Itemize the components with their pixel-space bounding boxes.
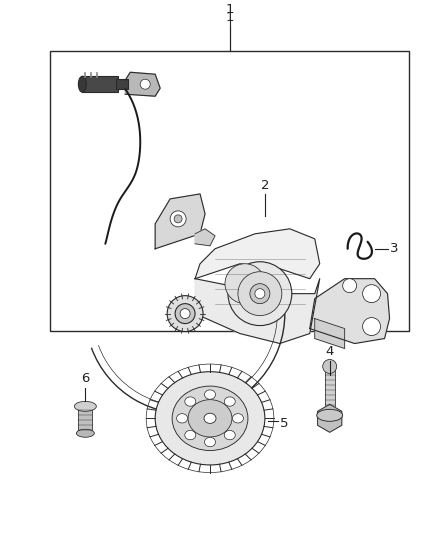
Text: 1: 1	[226, 11, 234, 25]
Ellipse shape	[224, 397, 235, 406]
Polygon shape	[125, 72, 160, 96]
Bar	[82, 76, 118, 92]
Circle shape	[250, 284, 270, 304]
Bar	[78, 406, 92, 433]
Text: 3: 3	[389, 243, 398, 255]
Circle shape	[170, 211, 186, 227]
Polygon shape	[195, 229, 320, 279]
Circle shape	[167, 296, 203, 332]
Polygon shape	[315, 319, 345, 349]
Circle shape	[225, 264, 265, 304]
Polygon shape	[155, 194, 205, 249]
Ellipse shape	[172, 386, 248, 450]
Ellipse shape	[233, 414, 244, 423]
Circle shape	[363, 318, 381, 336]
Circle shape	[180, 309, 190, 319]
Text: 4: 4	[325, 345, 334, 359]
Ellipse shape	[205, 390, 215, 399]
Ellipse shape	[185, 431, 196, 440]
Ellipse shape	[76, 429, 94, 437]
Polygon shape	[195, 229, 215, 246]
Polygon shape	[310, 279, 389, 343]
Ellipse shape	[188, 400, 232, 437]
Text: 5: 5	[280, 417, 288, 430]
Ellipse shape	[78, 76, 86, 92]
Circle shape	[323, 359, 337, 374]
Bar	[325, 368, 335, 408]
Ellipse shape	[185, 397, 196, 406]
Text: 6: 6	[81, 373, 89, 385]
Bar	[50, 51, 410, 330]
Circle shape	[228, 262, 292, 326]
Bar	[116, 79, 128, 89]
Circle shape	[175, 304, 195, 324]
Circle shape	[238, 272, 282, 316]
Ellipse shape	[204, 413, 216, 423]
Ellipse shape	[205, 438, 215, 447]
Text: 1: 1	[226, 3, 234, 17]
Ellipse shape	[317, 409, 343, 421]
Ellipse shape	[155, 372, 265, 465]
Circle shape	[343, 279, 357, 293]
Circle shape	[255, 289, 265, 298]
Circle shape	[174, 215, 182, 223]
Polygon shape	[195, 279, 320, 343]
Circle shape	[140, 79, 150, 89]
Polygon shape	[318, 405, 342, 432]
Circle shape	[363, 285, 381, 303]
Ellipse shape	[224, 431, 235, 440]
Ellipse shape	[74, 401, 96, 411]
Ellipse shape	[177, 414, 187, 423]
Text: 2: 2	[261, 179, 269, 192]
